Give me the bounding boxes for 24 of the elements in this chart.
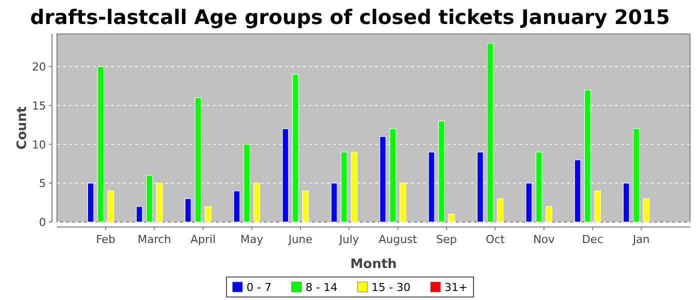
- legend-label: 0 - 7: [246, 281, 272, 294]
- x-tick-label: Nov: [533, 233, 556, 246]
- x-tick-label: April: [190, 233, 216, 246]
- y-tick-label: 0: [39, 216, 46, 229]
- x-tick-label: June: [287, 233, 313, 246]
- x-tick-label: Feb: [96, 233, 116, 246]
- y-tick-label: 10: [32, 138, 46, 152]
- legend-label: 31+: [444, 281, 468, 294]
- x-tick-label: May: [240, 233, 264, 246]
- x-tick-label: Dec: [582, 233, 604, 246]
- x-tick-label: Oct: [486, 233, 506, 246]
- x-tick-label: Sep: [436, 233, 457, 246]
- x-tick-label: August: [378, 233, 418, 246]
- x-tick-label: March: [138, 233, 172, 246]
- x-axis-title: Month: [350, 257, 397, 272]
- y-tick-label: 20: [32, 60, 46, 74]
- y-tick-label: 15: [32, 99, 46, 112]
- x-tick-label: Jan: [632, 233, 650, 246]
- chart-title: drafts-lastcall Age groups of closed tickets January 2015: [30, 5, 670, 29]
- legend-label: 15 - 30: [372, 281, 410, 294]
- y-axis-title: Count: [15, 106, 30, 150]
- legend-label: 8 - 14: [306, 281, 338, 294]
- y-tick-label: 5: [39, 177, 46, 190]
- x-tick-label: July: [338, 233, 360, 246]
